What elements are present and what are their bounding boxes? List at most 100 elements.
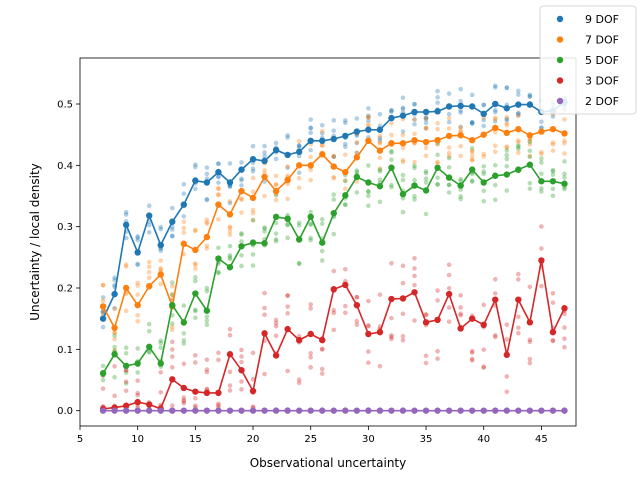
sample-point [458, 176, 463, 182]
sample-point [516, 113, 521, 119]
sample-point [146, 269, 152, 275]
sample-point [366, 189, 371, 194]
sample-point [504, 85, 510, 91]
series-point [422, 407, 430, 414]
series-point [272, 146, 280, 154]
series-point [134, 301, 141, 309]
sample-point [539, 224, 544, 229]
sample-point [539, 156, 544, 161]
sample-point [193, 227, 198, 233]
sample-point [239, 160, 244, 165]
sample-point [354, 140, 360, 146]
sample-point [250, 143, 256, 149]
sample-point [250, 217, 256, 223]
sample-point [446, 305, 452, 310]
sample-point [273, 323, 279, 329]
sample-point [239, 359, 244, 365]
sample-point [239, 263, 244, 269]
sample-point [516, 144, 521, 150]
sample-point [527, 139, 533, 145]
sample-point [227, 199, 233, 204]
sample-point [216, 217, 221, 222]
sample-point [504, 163, 510, 169]
sample-point [377, 133, 383, 139]
sample-point [562, 344, 567, 350]
sample-point [412, 159, 417, 165]
sample-point [250, 166, 256, 171]
series-point [526, 161, 534, 168]
sample-point [550, 114, 556, 119]
sample-point [343, 178, 348, 183]
series-point [388, 140, 395, 147]
series-point [203, 233, 211, 241]
series-point [399, 190, 407, 198]
plot-frame [79, 57, 577, 427]
sample-point [469, 356, 475, 362]
series-point [146, 282, 153, 290]
sample-point [492, 115, 498, 121]
series-point [261, 157, 268, 165]
series-point [388, 295, 395, 303]
sample-point [262, 193, 267, 199]
sample-point [527, 356, 533, 362]
series-point [99, 315, 107, 322]
series-point [203, 389, 211, 397]
series-point [457, 132, 464, 139]
series-point [376, 328, 384, 336]
series-point [192, 407, 199, 414]
sample-point [123, 368, 129, 373]
sample-point [285, 222, 290, 228]
sample-point [469, 145, 475, 151]
sample-point [204, 318, 210, 323]
sample-point [193, 162, 198, 167]
sample-point [481, 347, 487, 352]
sample-point [550, 300, 556, 305]
sample-point [112, 306, 117, 312]
sample-point [216, 192, 221, 198]
sample-point [435, 121, 440, 126]
sample-point [504, 117, 510, 123]
sample-point [481, 151, 487, 157]
sample-point [539, 119, 544, 125]
sample-point [516, 314, 521, 320]
sample-point [181, 191, 187, 197]
sample-point [412, 102, 417, 107]
sample-point [343, 303, 348, 309]
sample-point [389, 107, 394, 113]
series-point [249, 239, 257, 246]
sample-point [446, 111, 452, 117]
sample-point [458, 125, 463, 130]
sample-point [100, 386, 106, 391]
sample-point [296, 138, 302, 144]
sample-point [516, 110, 521, 116]
sample-point [366, 114, 371, 120]
sample-point [343, 266, 348, 272]
sample-point [296, 185, 302, 191]
sample-point [331, 307, 337, 313]
sample-point [481, 169, 487, 174]
sample-point [135, 312, 140, 318]
sample-point [389, 132, 394, 138]
series-point [134, 407, 141, 414]
series-point [434, 407, 441, 414]
sample-point [400, 95, 406, 100]
sample-point [446, 155, 452, 161]
sample-point [446, 119, 452, 125]
series-point [353, 154, 361, 161]
sample-point [135, 280, 140, 286]
series-point [399, 295, 407, 302]
sample-point [146, 349, 152, 354]
sample-point [469, 178, 475, 184]
series-point [365, 407, 372, 414]
series-point [503, 407, 510, 414]
sample-point [112, 277, 117, 283]
sample-point [516, 271, 521, 277]
sample-point [123, 381, 129, 386]
sample-point [400, 177, 406, 183]
sample-point [481, 117, 487, 123]
sample-point [296, 170, 302, 175]
sample-point [216, 245, 221, 251]
sample-point [100, 309, 106, 315]
sample-point [435, 126, 440, 132]
series-point [192, 290, 199, 297]
